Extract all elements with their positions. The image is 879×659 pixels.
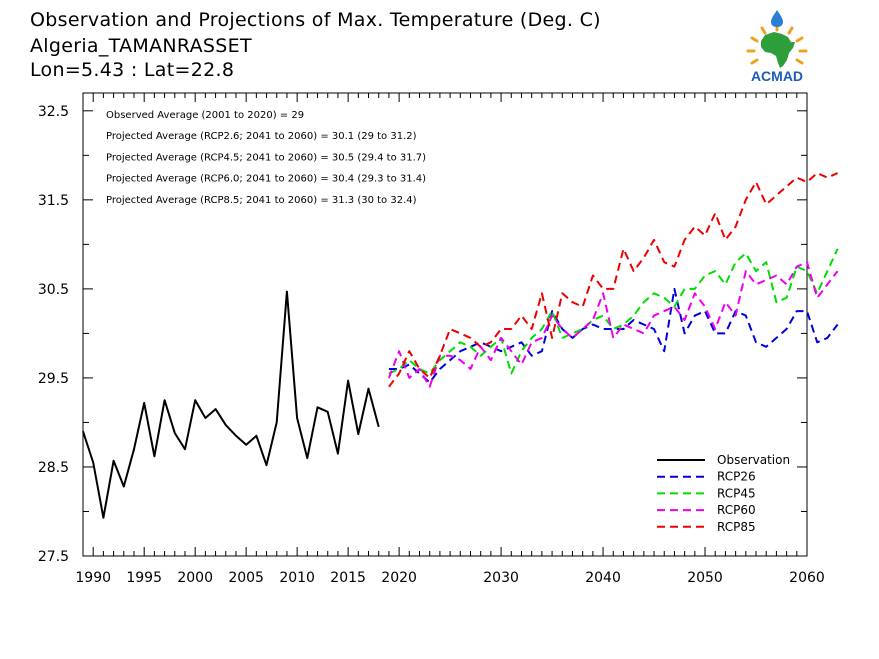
x-tick-label: 1995 [126,570,162,586]
x-tick-label: 1990 [75,570,111,586]
legend-label: RCP26 [717,470,756,484]
series-observation-line [82,290,380,519]
average-note: Observed Average (2001 to 2020) = 29 [106,110,304,121]
water-drop-icon [771,10,783,27]
y-tick-label: 30.5 [38,282,69,298]
x-tick-label: 2010 [279,570,315,586]
x-tick-label: 2020 [381,570,417,586]
average-note: Projected Average (RCP6.0; 2041 to 2060)… [106,174,426,185]
series-rcp45-line [388,248,839,375]
acmad-logo: ACMAD [746,10,808,84]
average-note: Projected Average (RCP2.6; 2041 to 2060)… [106,131,417,142]
x-tick-label: 2030 [483,570,519,586]
y-tick-label: 28.5 [38,460,69,476]
africa-map-icon [761,32,795,68]
series-rcp85-line [388,172,839,388]
x-tick-label: 2000 [177,570,213,586]
legend-label: RCP45 [717,486,756,500]
chart-title: Observation and Projections of Max. Temp… [30,9,601,31]
x-tick-label: 2040 [585,570,621,586]
x-tick-label: 2005 [228,570,264,586]
legend-label: RCP85 [717,520,756,534]
x-tick-label: 2060 [789,570,825,586]
x-tick-label: 2015 [330,570,366,586]
plot-frame [82,92,808,557]
station-coordinates: Lon=5.43 : Lat=22.8 [30,59,235,81]
series-rcp60-line [387,261,839,388]
logo-text: ACMAD [751,68,803,84]
legend-label: Observation [717,453,790,467]
legend-label: RCP60 [717,503,756,517]
x-tick-label: 2050 [687,570,723,586]
y-tick-label: 32.5 [38,104,69,120]
station-name: Algeria_TAMANRASSET [30,35,252,57]
y-tick-label: 31.5 [38,193,69,209]
average-note: Projected Average (RCP8.5; 2041 to 2060)… [106,195,417,206]
series-rcp26-line [388,287,839,384]
y-tick-label: 27.5 [38,549,69,565]
y-tick-label: 29.5 [38,371,69,387]
average-note: Projected Average (RCP4.5; 2041 to 2060)… [106,152,426,163]
